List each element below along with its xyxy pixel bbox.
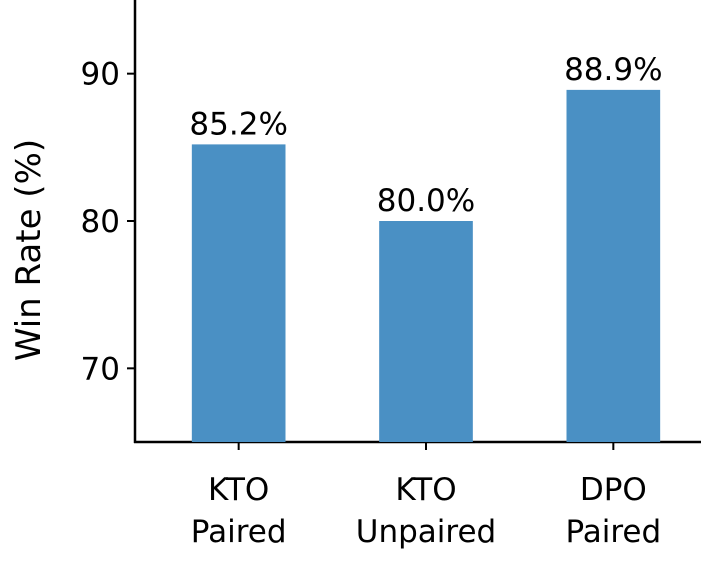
value-label: 80.0% (377, 183, 475, 219)
bar (566, 89, 661, 442)
value-label: 88.9% (564, 52, 662, 88)
x-tick-label: KTO Unpaired (356, 472, 496, 550)
value-label: 85.2% (189, 106, 287, 142)
y-tick-label: 90 (81, 57, 120, 93)
y-tick-label: 80 (81, 204, 120, 240)
x-tick-label: KTO Paired (191, 472, 287, 550)
bar (191, 144, 286, 443)
x-tick-label: DPO Paired (565, 472, 661, 550)
y-tick-label: 70 (81, 351, 120, 387)
y-axis-label: Win Rate (%) (9, 139, 49, 361)
bar (379, 221, 473, 442)
